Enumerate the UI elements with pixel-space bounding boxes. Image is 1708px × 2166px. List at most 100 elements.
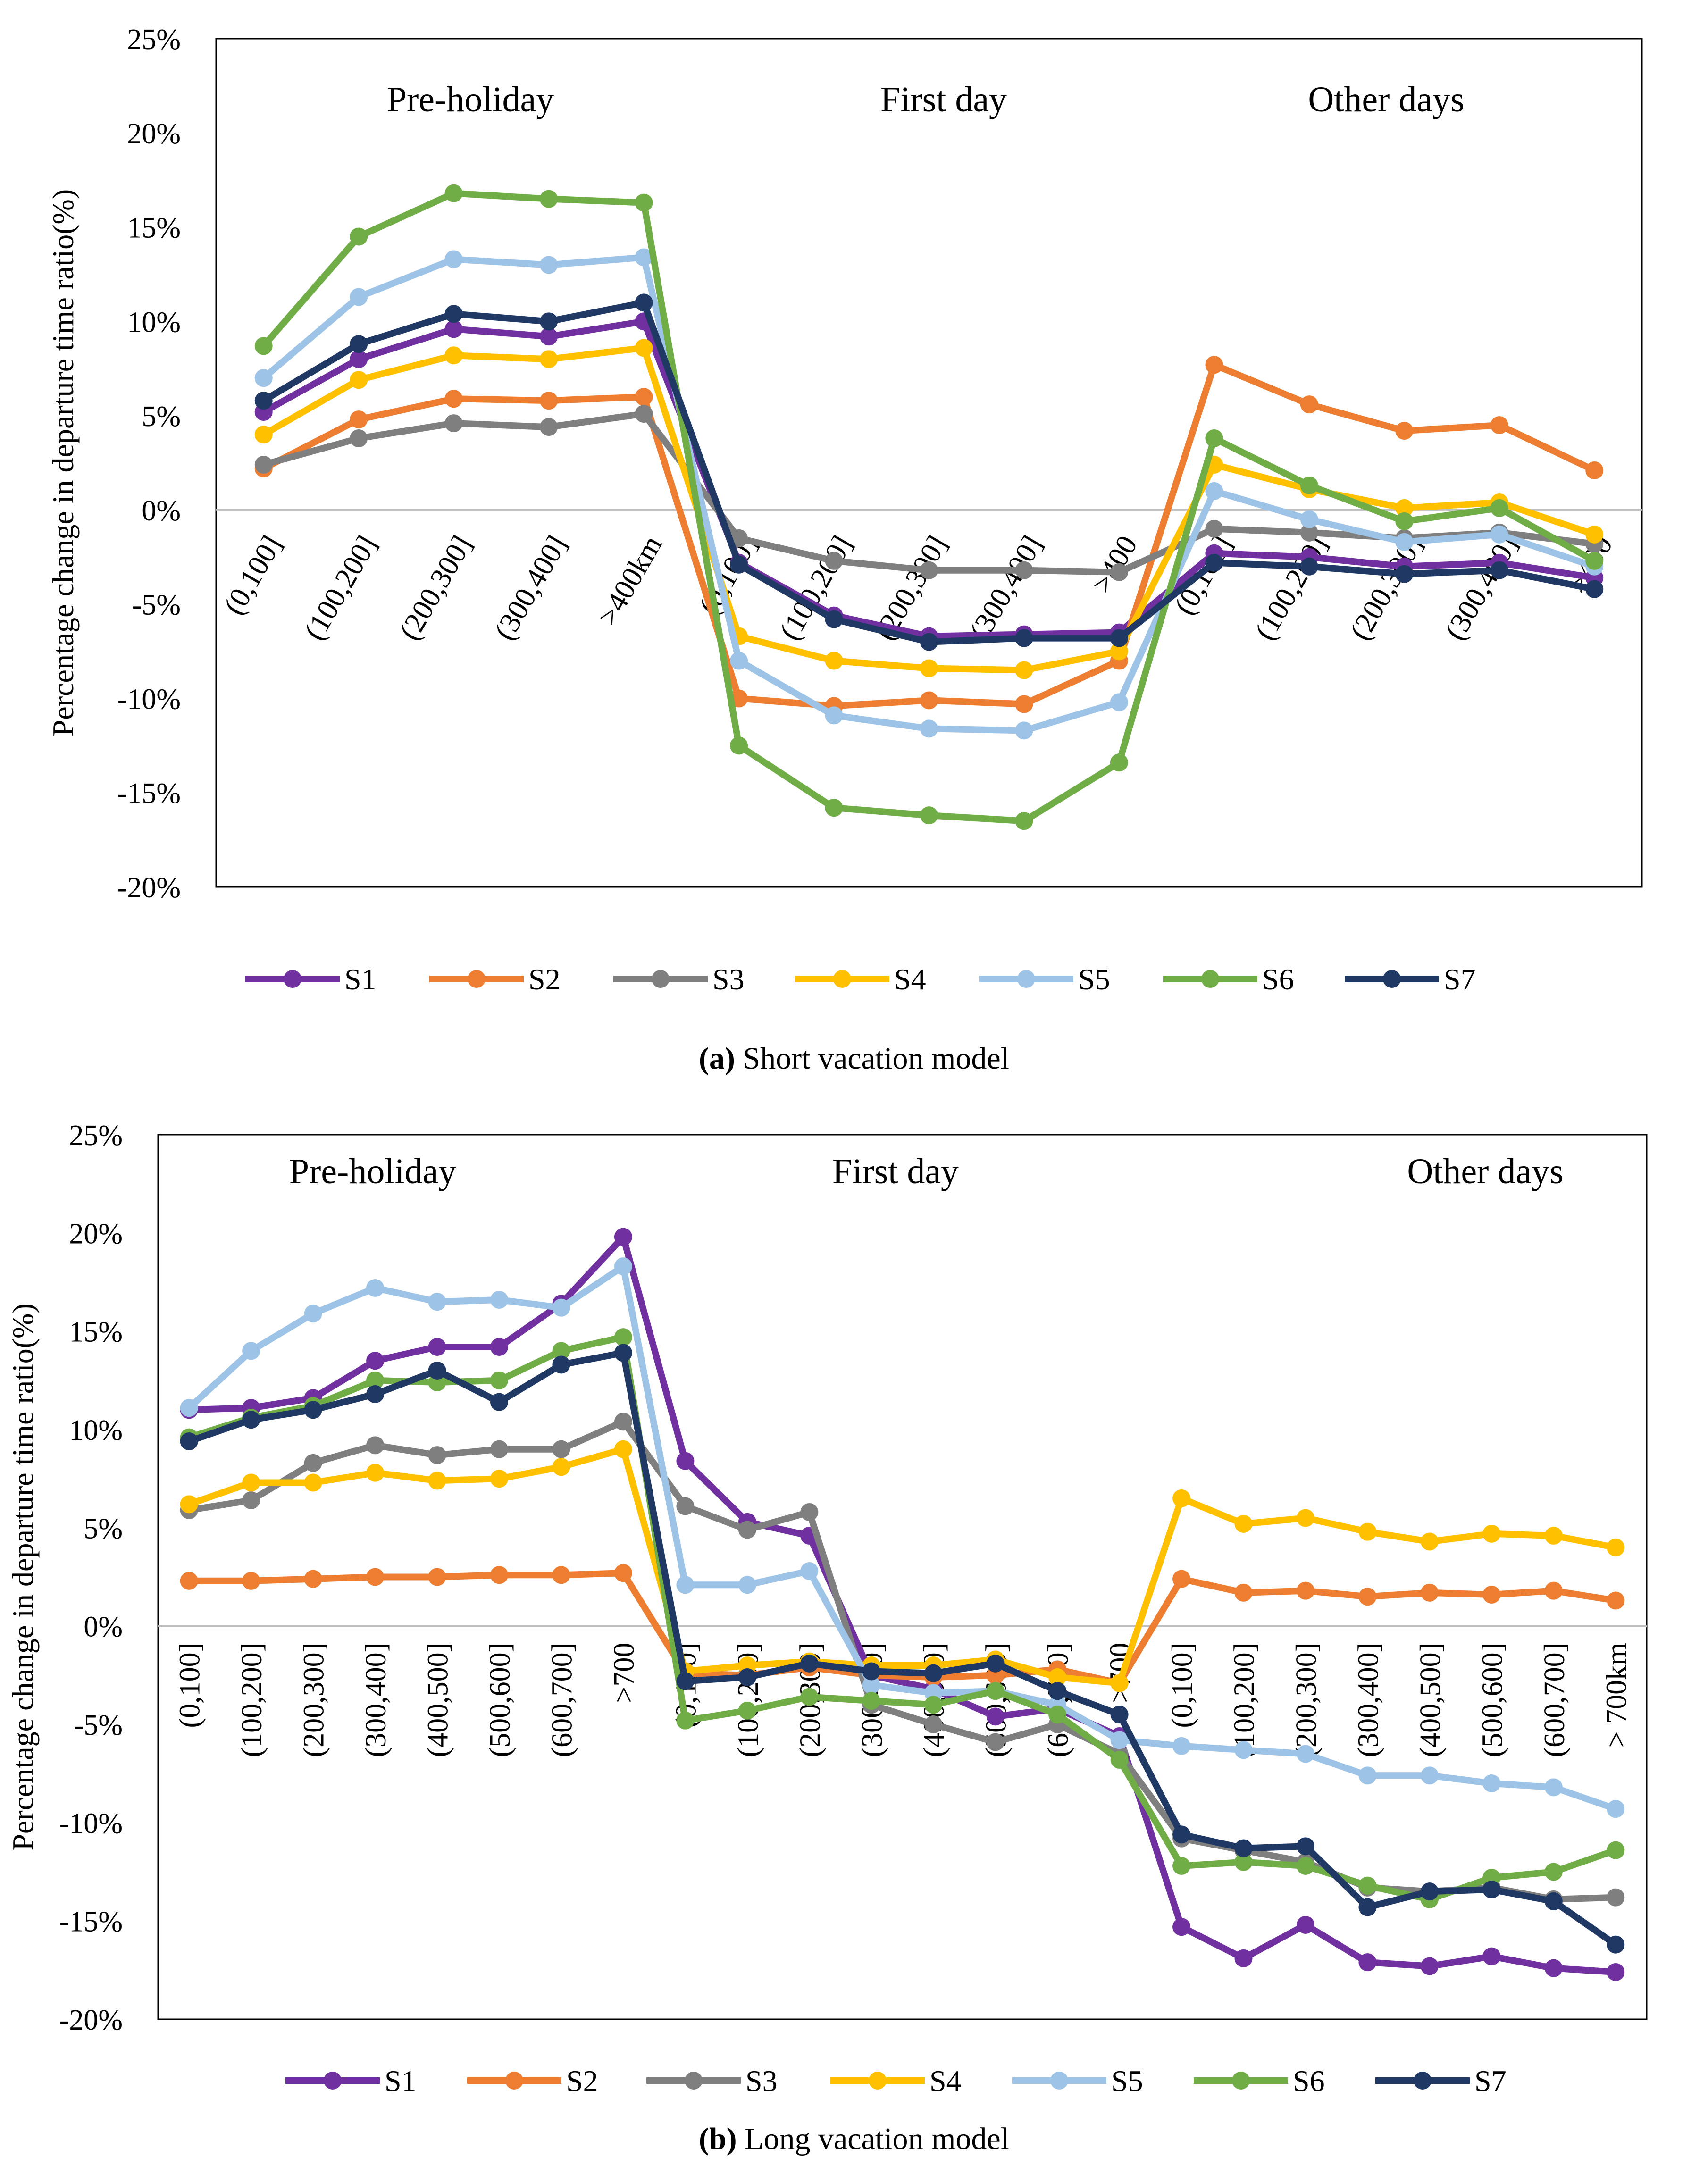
data-point-S4 <box>614 1440 632 1458</box>
legend-swatch-marker <box>833 970 851 988</box>
data-point-S6 <box>254 337 273 355</box>
data-point-S6 <box>986 1682 1005 1700</box>
data-point-S1 <box>614 1228 632 1246</box>
data-point-S7 <box>1544 1892 1563 1910</box>
y-tick-label: -20% <box>59 2004 123 2036</box>
data-point-S5 <box>1205 482 1223 500</box>
data-point-S5 <box>1296 1745 1314 1763</box>
data-point-S7 <box>1482 1881 1501 1898</box>
data-point-S5 <box>1300 510 1318 528</box>
caption-text: Long vacation model <box>737 2122 1009 2156</box>
data-point-S6 <box>738 1701 756 1720</box>
legend-label: S1 <box>385 2064 417 2098</box>
data-point-S4 <box>1544 1527 1563 1545</box>
data-point-S5 <box>552 1298 570 1317</box>
data-point-S3 <box>1015 561 1033 579</box>
data-point-S1 <box>1420 1957 1439 1975</box>
data-point-S7 <box>1300 557 1318 576</box>
data-point-S3 <box>924 1715 943 1733</box>
data-point-S6 <box>1585 552 1604 570</box>
y-axis-label: Percentage change in departure time rati… <box>6 1303 40 1850</box>
data-point-S5 <box>825 706 843 725</box>
data-point-S3 <box>635 405 653 423</box>
data-point-S7 <box>242 1411 260 1429</box>
data-point-S6 <box>1172 1857 1191 1875</box>
x-tick-label: (400,500] <box>1415 1643 1447 1757</box>
legend-item-S1: S1 <box>245 962 377 996</box>
data-point-S7 <box>1234 1839 1253 1857</box>
y-tick-label: 20% <box>127 118 181 150</box>
data-point-S2 <box>1358 1588 1377 1606</box>
y-tick-label: 15% <box>127 212 181 244</box>
x-tick-label: (500,600] <box>484 1643 516 1757</box>
data-point-S4 <box>1234 1515 1253 1533</box>
series-line-S2 <box>185 1570 1619 1687</box>
data-point-S4 <box>180 1495 198 1514</box>
data-point-S3 <box>1300 523 1318 542</box>
x-tick-label: (100,200] <box>1229 1643 1261 1757</box>
legend-swatch-marker <box>1017 970 1035 988</box>
data-point-S6 <box>862 1692 880 1710</box>
x-tick-label: (300,400] <box>963 530 1048 645</box>
data-point-S6 <box>635 193 653 212</box>
data-point-S5 <box>1482 1774 1501 1792</box>
data-point-S5 <box>254 369 273 387</box>
data-point-S7 <box>254 392 273 410</box>
data-point-S7 <box>738 1668 756 1686</box>
data-point-S4 <box>1607 1539 1625 1556</box>
data-point-S2 <box>428 1568 446 1586</box>
data-point-S4 <box>1172 1489 1191 1507</box>
series-line-S3 <box>185 1418 1619 1903</box>
x-tick-label: (200,300] <box>298 1643 330 1757</box>
figure-caption: (b) Long vacation model <box>699 2122 1009 2156</box>
legend-swatch-marker <box>685 2072 703 2090</box>
data-point-S2 <box>1015 695 1033 713</box>
data-point-S3 <box>540 418 558 436</box>
data-point-S6 <box>366 1371 385 1389</box>
plot-frame <box>215 38 1643 888</box>
series-line-S5 <box>185 1263 1619 1813</box>
x-tick-label: (200,300] <box>1344 530 1429 645</box>
data-point-S4 <box>1110 1674 1129 1692</box>
legend-swatch-marker <box>1050 2072 1068 2090</box>
data-point-S3 <box>428 1446 446 1464</box>
data-point-S4 <box>552 1458 570 1476</box>
data-point-S7 <box>1205 553 1223 572</box>
data-point-S5 <box>730 652 748 670</box>
data-point-S3 <box>552 1440 570 1458</box>
data-point-S5 <box>614 1257 632 1276</box>
x-tick-label: (0,100] <box>1166 1643 1198 1728</box>
legend-label: S6 <box>1262 962 1294 996</box>
x-tick-label: (600,700] <box>546 1643 578 1757</box>
data-point-S2 <box>1607 1591 1625 1610</box>
data-point-S6 <box>540 190 558 208</box>
legend-label: S4 <box>894 962 926 996</box>
data-point-S6 <box>1544 1863 1563 1881</box>
data-point-S7 <box>444 305 463 323</box>
y-tick-label: 5% <box>142 401 181 433</box>
legend-label: S2 <box>566 2064 598 2098</box>
legend-label: S2 <box>528 962 561 996</box>
data-point-S7 <box>428 1362 446 1380</box>
data-point-S2 <box>1395 422 1414 440</box>
caption-label: (b) <box>699 2122 737 2156</box>
data-point-S7 <box>1585 580 1604 598</box>
y-tick-label: 10% <box>69 1414 123 1447</box>
legend-label: S7 <box>1474 2064 1507 2098</box>
data-point-S5 <box>490 1291 509 1309</box>
data-point-S5 <box>1420 1766 1439 1785</box>
data-point-S6 <box>676 1711 695 1730</box>
y-tick-label: 25% <box>127 24 181 56</box>
data-point-S6 <box>614 1328 632 1346</box>
data-point-S7 <box>350 335 368 353</box>
data-point-S5 <box>1234 1741 1253 1759</box>
legend-swatch-marker <box>1414 2072 1432 2090</box>
data-point-S6 <box>1607 1841 1625 1859</box>
data-point-S7 <box>552 1355 570 1374</box>
data-point-S7 <box>1172 1825 1191 1844</box>
legend-item-S3: S3 <box>613 962 745 996</box>
legend-item-S1: S1 <box>285 2064 417 2098</box>
data-point-S3 <box>254 455 273 474</box>
data-point-S5 <box>1490 525 1508 544</box>
